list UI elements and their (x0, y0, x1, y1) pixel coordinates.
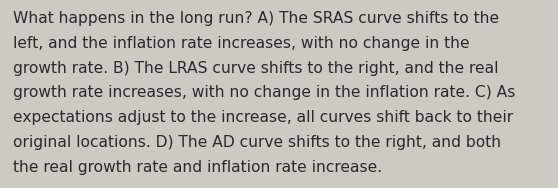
Text: left, and the inflation rate increases, with no change in the: left, and the inflation rate increases, … (13, 36, 470, 51)
Text: growth rate. B) The LRAS curve shifts to the right, and the real: growth rate. B) The LRAS curve shifts to… (13, 61, 498, 76)
Text: growth rate increases, with no change in the inflation rate. C) As: growth rate increases, with no change in… (13, 85, 516, 100)
Text: the real growth rate and inflation rate increase.: the real growth rate and inflation rate … (13, 160, 382, 175)
Text: What happens in the long run? A) The SRAS curve shifts to the: What happens in the long run? A) The SRA… (13, 11, 499, 26)
Text: original locations. D) The AD curve shifts to the right, and both: original locations. D) The AD curve shif… (13, 135, 501, 150)
Text: expectations adjust to the increase, all curves shift back to their: expectations adjust to the increase, all… (13, 110, 513, 125)
